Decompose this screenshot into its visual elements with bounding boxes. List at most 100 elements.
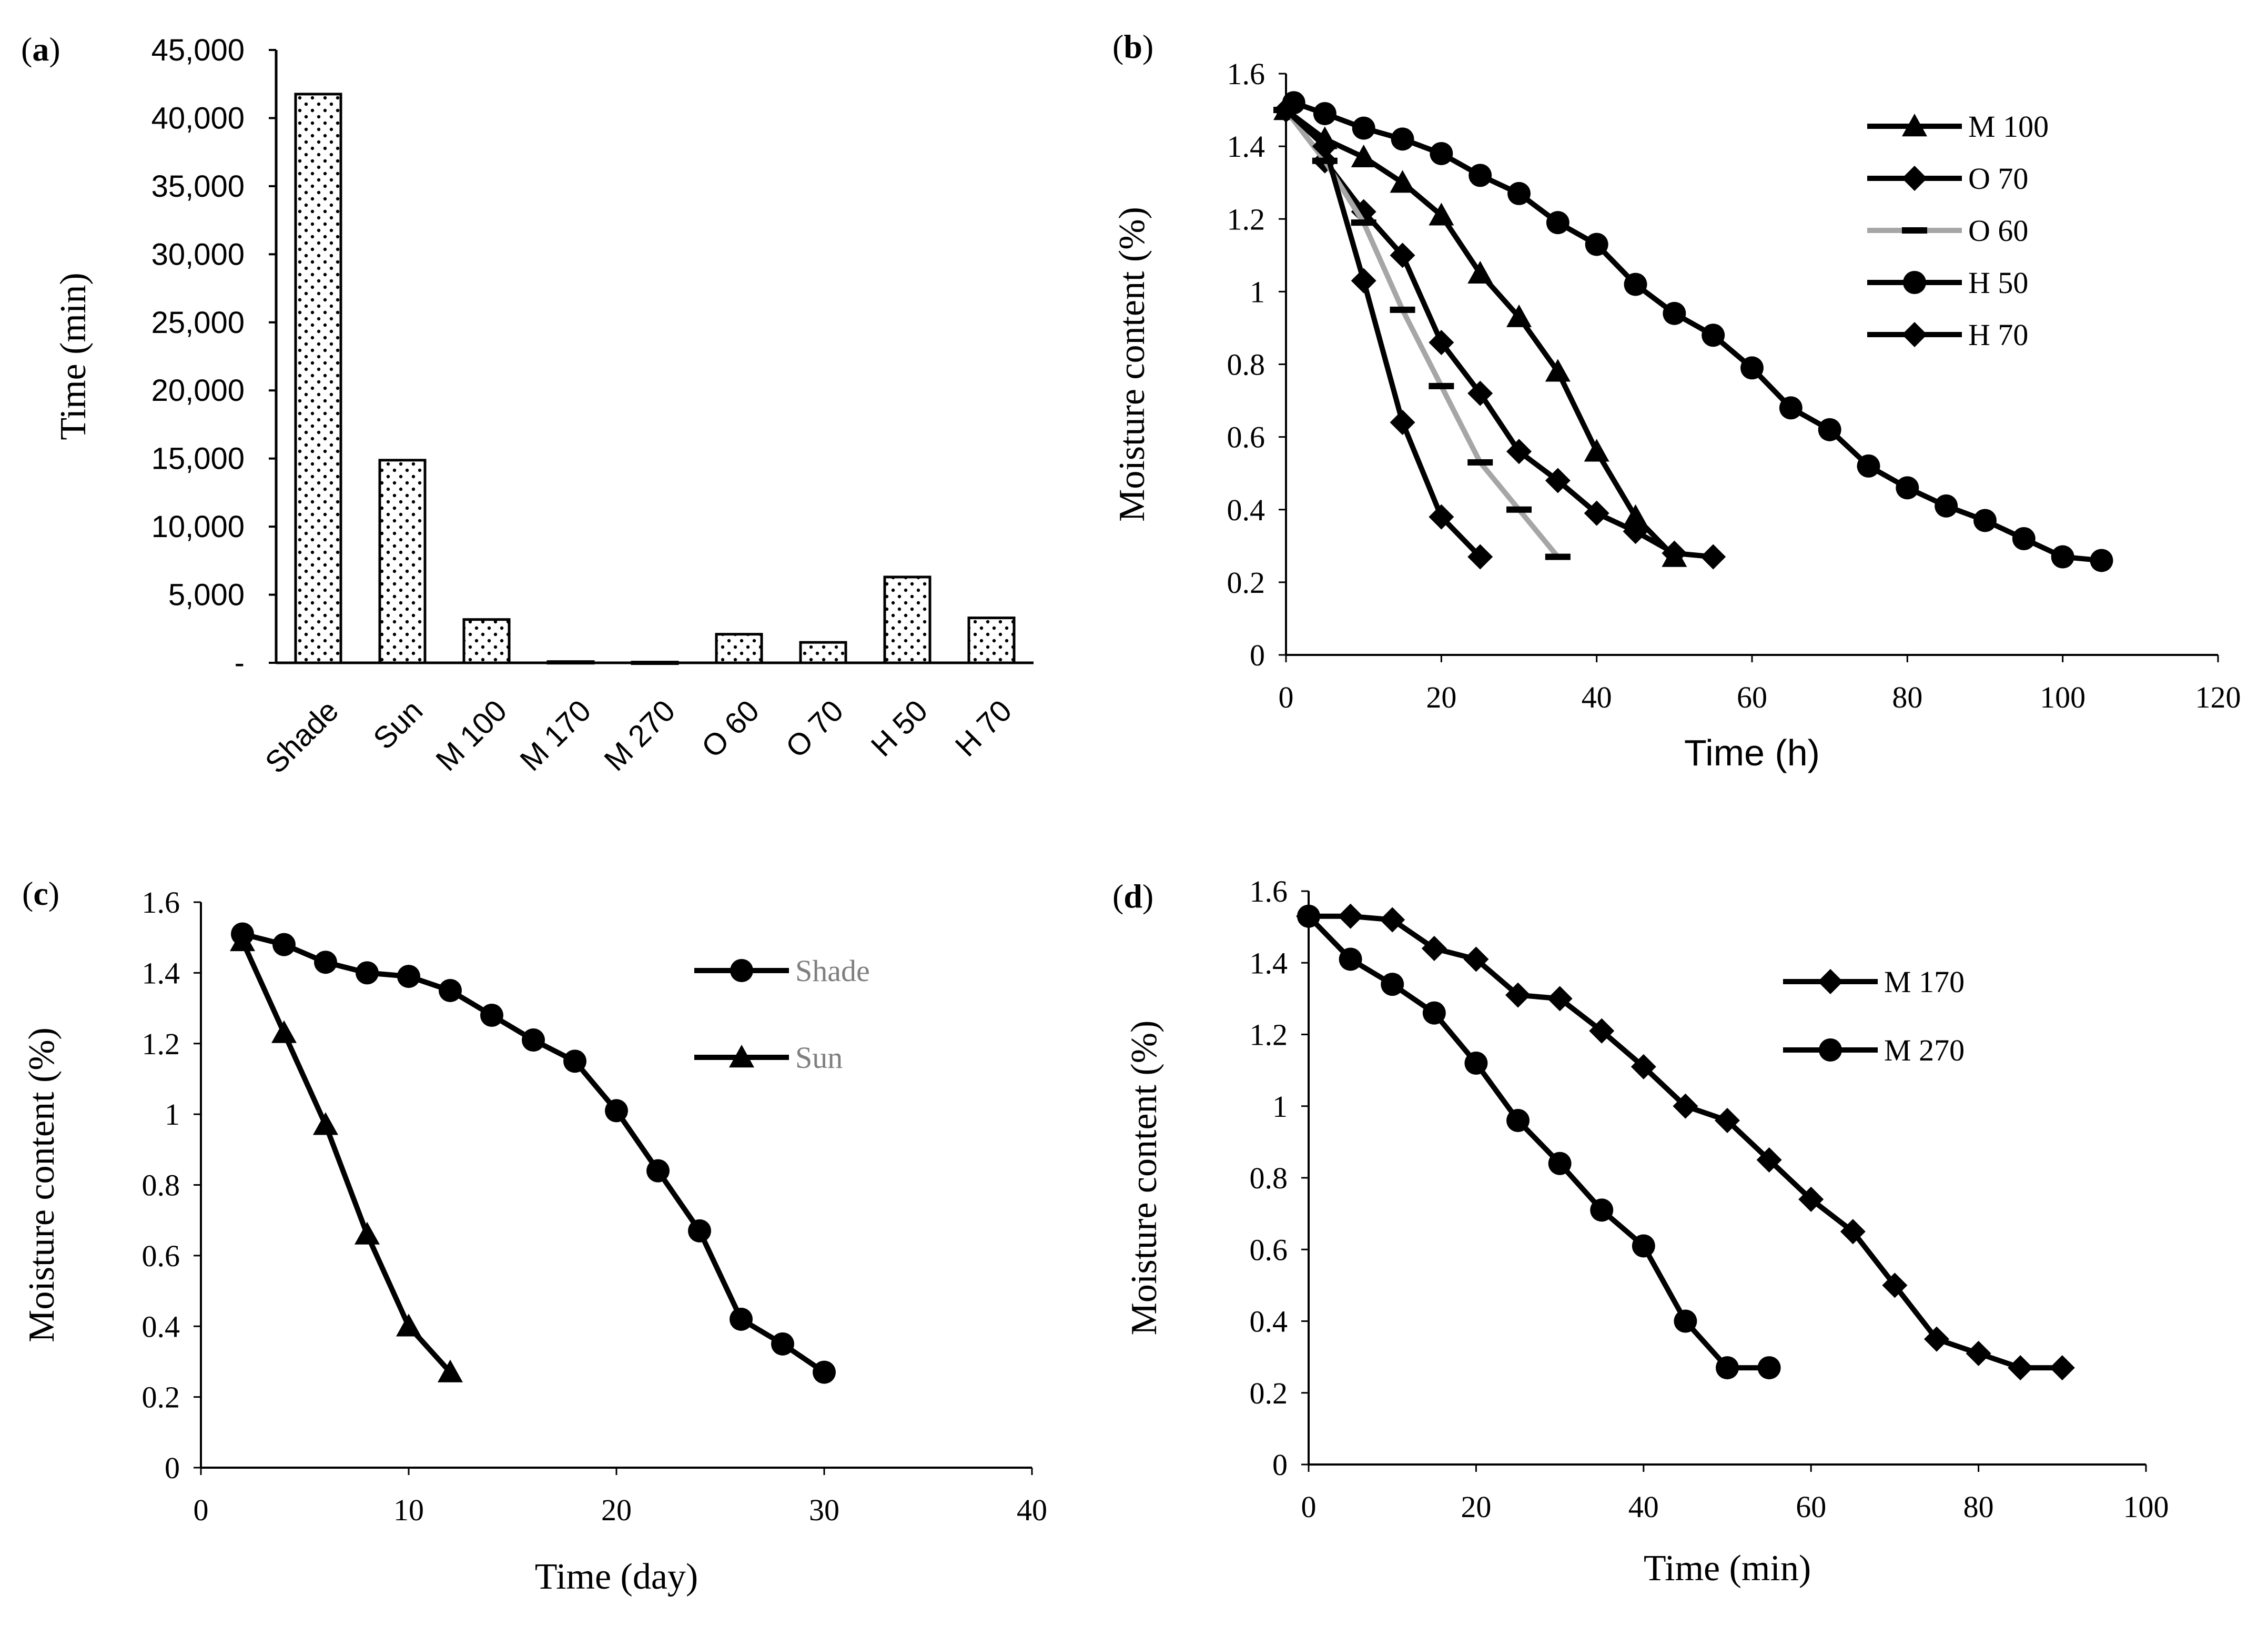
panel-c: (c) 0 0.2 0.4 0.6 0.8 1 1.2 1.4 1.6 0 10 20 30 40 Time … [22, 875, 1047, 1597]
data-point [1702, 324, 1725, 347]
y-tick-label: 0.2 [142, 1380, 180, 1415]
legend-item: Shade [694, 954, 870, 988]
legend-label: H 50 [1968, 266, 2028, 300]
x-tick-label: 40 [1017, 1493, 1047, 1527]
y-tick-label: - [235, 646, 245, 680]
y-tick-label: 1 [1250, 275, 1265, 309]
data-point [1390, 410, 1415, 435]
x-tick-label: Sun [367, 693, 429, 756]
bar [546, 660, 595, 665]
y-tick-label: 0.8 [1227, 348, 1265, 382]
data-point [1467, 380, 1493, 406]
data-point [1548, 1152, 1572, 1175]
data-point [1421, 936, 1447, 961]
series-line [1293, 100, 2102, 563]
y-tick-label: 1.4 [1250, 946, 1288, 980]
data-point [1818, 418, 1841, 441]
y-tick-label: 0.2 [1250, 1376, 1288, 1410]
data-point [2008, 1355, 2033, 1381]
x-tick-label: 40 [1628, 1490, 1659, 1524]
data-point [480, 1004, 503, 1027]
y-tick-label: 0.4 [1250, 1305, 1288, 1339]
y-tick-label: 1.6 [1250, 874, 1288, 908]
legend-item: M 170 [1783, 965, 1965, 999]
series [1273, 97, 1726, 570]
data-point [272, 933, 296, 956]
data-point [1506, 439, 1532, 464]
data-point [771, 1332, 794, 1356]
legend-marker [1902, 322, 1927, 347]
data-point [1546, 211, 1570, 235]
data-point [1663, 301, 1686, 325]
data-point [1673, 1093, 1698, 1119]
data-point [438, 1359, 463, 1382]
y-tick-label: 0 [1272, 1448, 1288, 1482]
legend-item: Sun [694, 1041, 843, 1075]
legend-label: M 270 [1884, 1033, 1965, 1067]
y-tick-label: 0 [165, 1451, 180, 1485]
legend-label: O 70 [1968, 161, 2028, 196]
series [1273, 107, 1571, 560]
bar [799, 641, 847, 664]
x-tick-label: 20 [1461, 1490, 1491, 1524]
legend-marker [1819, 1038, 1842, 1062]
panel-label-open: ( [22, 875, 33, 912]
data-point [1589, 1018, 1615, 1044]
data-point [1623, 504, 1648, 527]
panel-label: (a) [21, 31, 60, 68]
data-point [2049, 1355, 2075, 1381]
data-point [1464, 1052, 1488, 1075]
series [1273, 97, 1493, 570]
legend-marker [1902, 166, 1927, 191]
data-point [1351, 199, 1376, 225]
y-tick-label: 1.4 [142, 956, 180, 990]
y-tick-label: 0.6 [142, 1239, 180, 1273]
data-point [730, 1307, 753, 1331]
legend-label: M 100 [1968, 109, 2049, 144]
legend-label: M 170 [1884, 965, 1965, 999]
x-tick-label: 100 [2123, 1490, 2169, 1524]
data-point [646, 1159, 670, 1183]
bar [294, 93, 342, 664]
x-tick-label: 60 [1737, 680, 1767, 714]
y-tick-label: 20,000 [151, 373, 245, 408]
y-tick-label: 45,000 [151, 33, 245, 67]
legend-item: O 70 [1867, 161, 2028, 196]
data-point [2090, 549, 2113, 572]
panel-label-close: ) [49, 31, 60, 68]
data-point [1506, 506, 1532, 513]
data-point [356, 961, 379, 985]
y-tick-label: 0.6 [1250, 1233, 1288, 1267]
series-line [1284, 108, 1560, 559]
y-tick-label: 1.6 [1227, 57, 1265, 91]
data-point [1273, 97, 1299, 123]
data-point [1429, 203, 1454, 226]
data-point [1756, 1147, 1782, 1173]
data-point [1623, 519, 1648, 544]
legend-item: H 50 [1867, 266, 2028, 300]
x-tick-label: O 60 [695, 693, 766, 764]
data-point [1351, 268, 1376, 294]
data-point [1312, 134, 1338, 159]
data-point [1632, 1234, 1655, 1258]
x-tick-label: 0 [1279, 680, 1294, 714]
x-tick-label: 0 [194, 1493, 209, 1527]
panel-label: (b) [1112, 28, 1153, 65]
data-point [1924, 1326, 1949, 1352]
y-axis-title: Moisture content (%) [22, 1027, 62, 1342]
y-tick-label: 40,000 [151, 101, 245, 135]
y-axis-title: Time (min) [53, 272, 94, 440]
data-point [1757, 1356, 1781, 1380]
data-point [1339, 947, 1362, 971]
x-tick-label: O 70 [779, 693, 850, 764]
y-tick-label: 5,000 [168, 578, 245, 612]
data-point [1467, 459, 1493, 466]
x-axis-title: Time (min) [1644, 1548, 1811, 1589]
data-point [1469, 164, 1492, 187]
y-tick-label: 0.2 [1227, 565, 1265, 600]
data-point [1505, 982, 1531, 1008]
panel-label-close: ) [1142, 28, 1153, 65]
x-tick-label: M 170 [513, 693, 598, 777]
panel-label-close: ) [1142, 877, 1153, 915]
